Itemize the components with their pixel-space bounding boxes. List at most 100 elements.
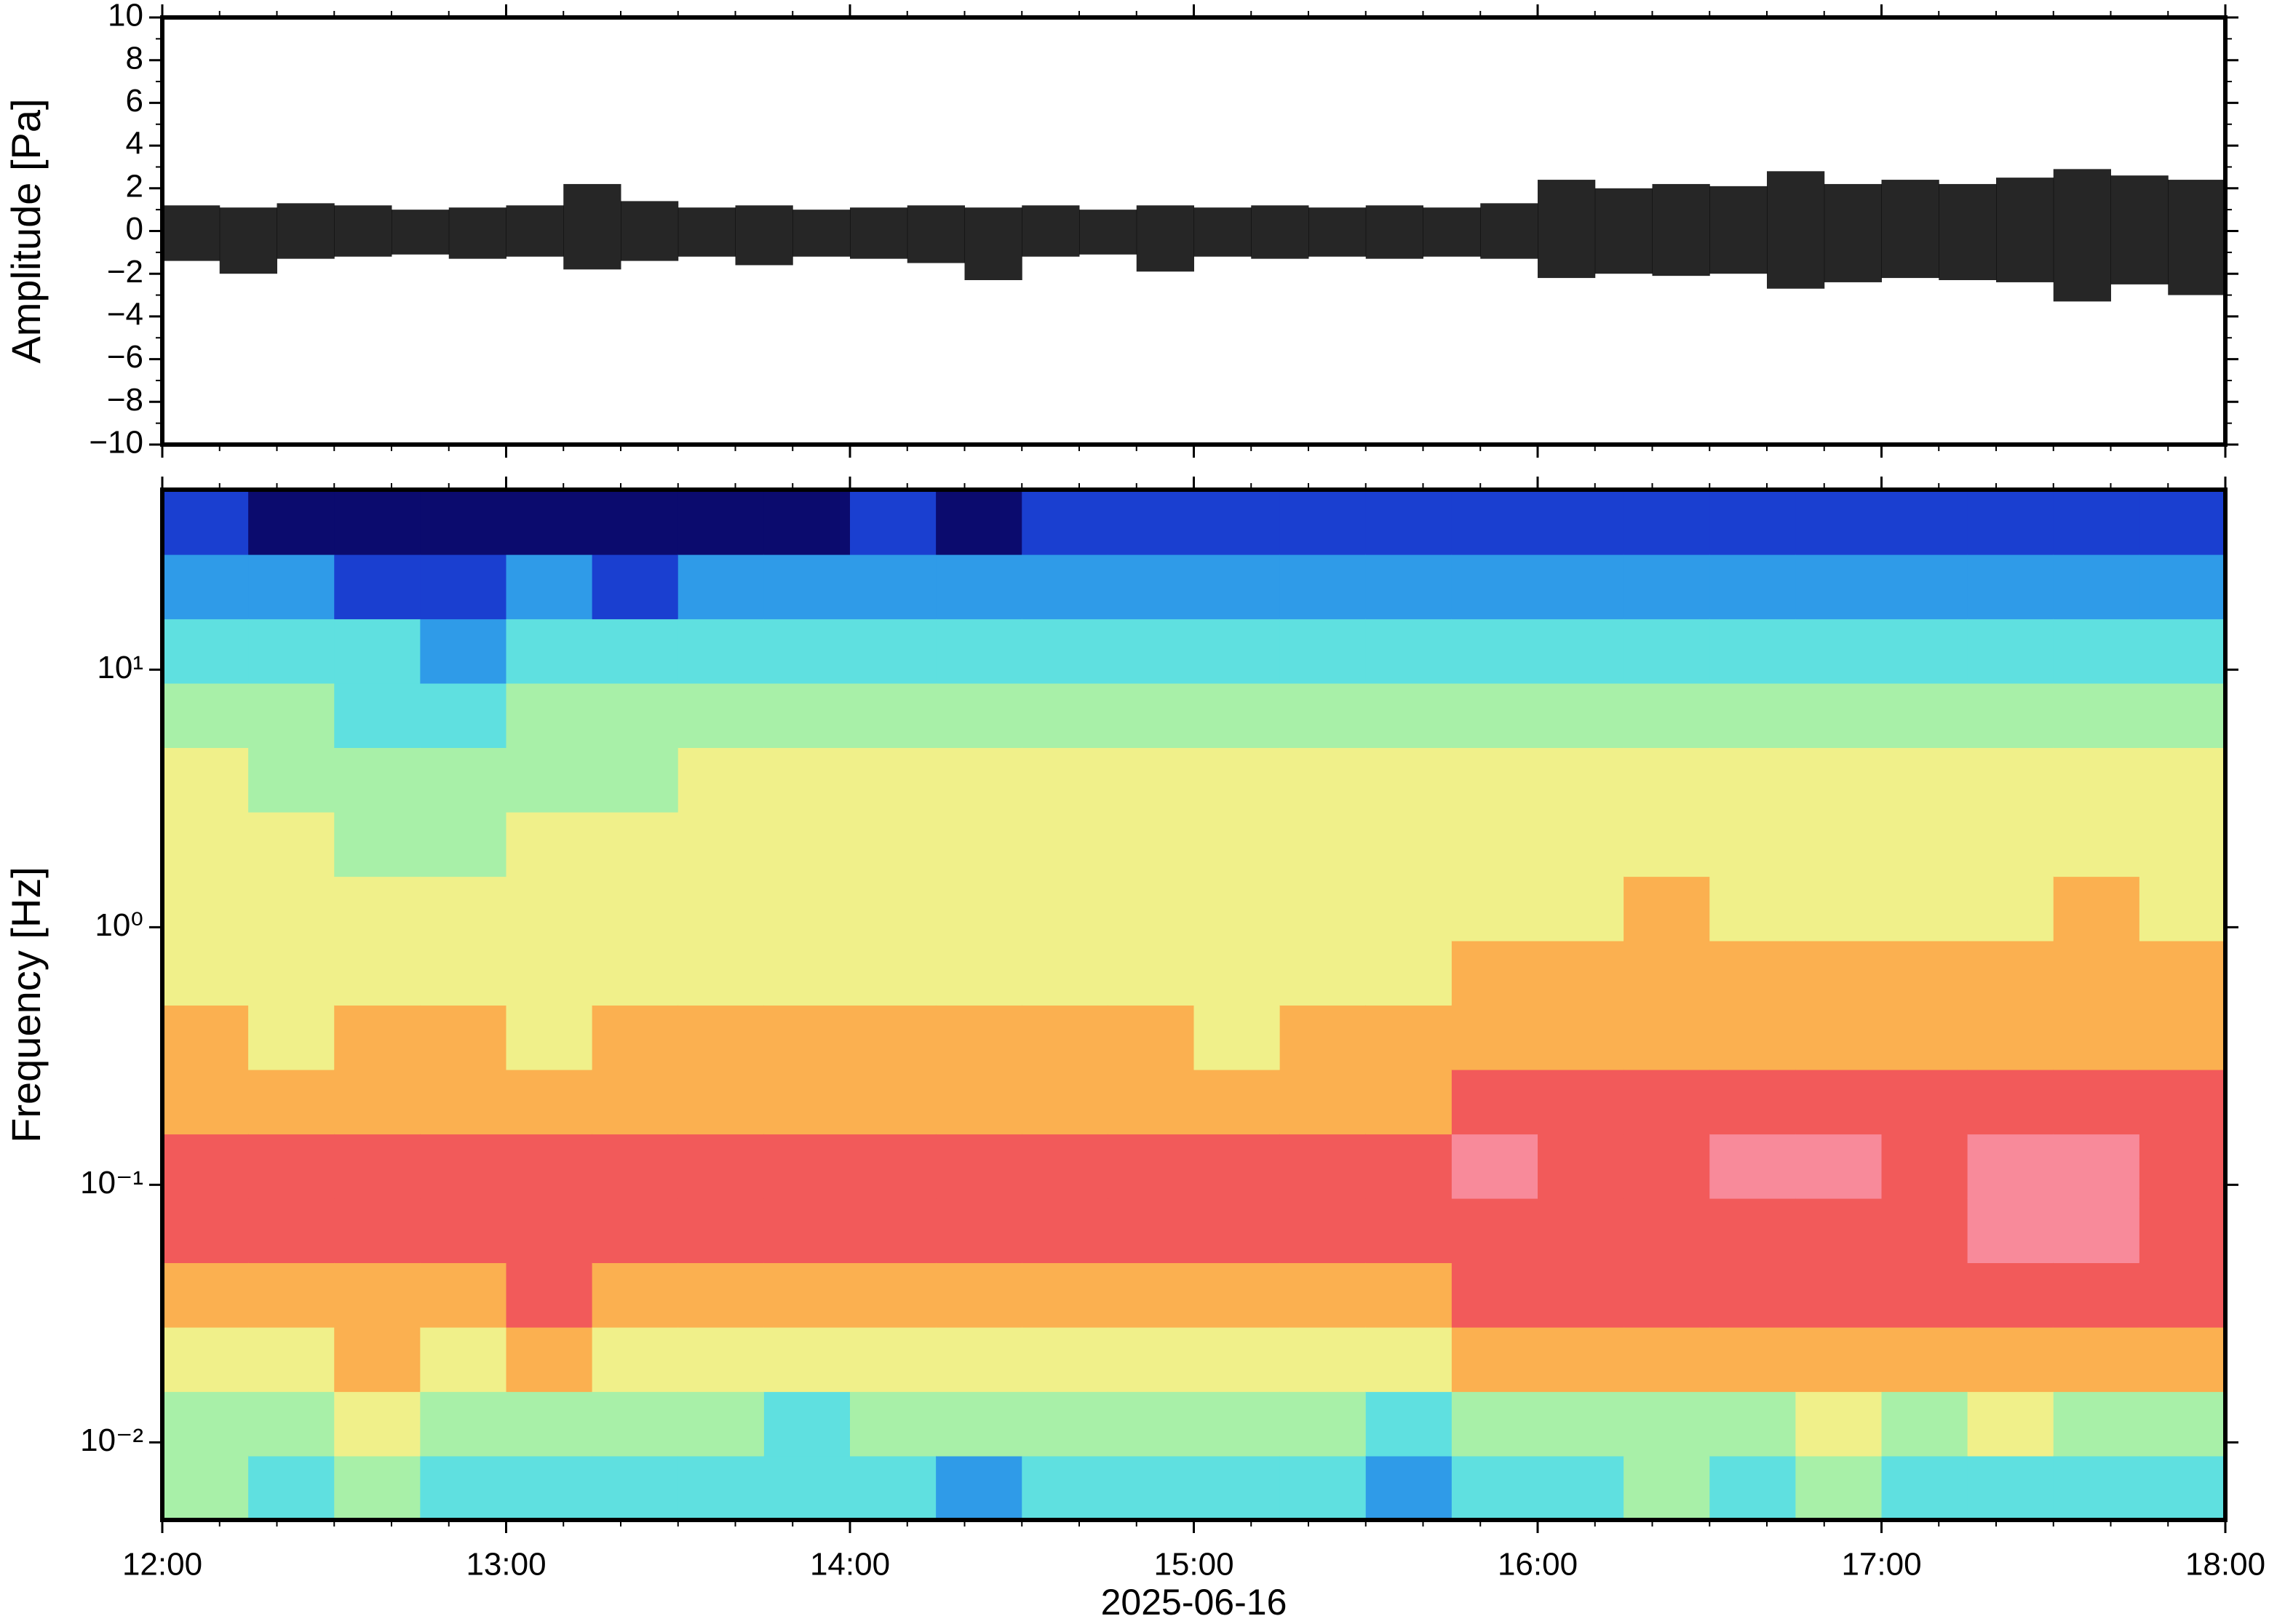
spectrogram-cell xyxy=(936,747,1023,813)
spectrogram-cell xyxy=(850,1455,937,1521)
spectrogram-cell xyxy=(1881,554,1968,620)
spectrogram-cell xyxy=(1538,1455,1625,1521)
spectrogram-cell xyxy=(850,811,937,877)
spectrogram-cell xyxy=(162,1198,250,1263)
spectrogram-cell xyxy=(2139,1326,2226,1393)
spectrogram-cell xyxy=(677,876,765,942)
spectrogram-cell xyxy=(162,682,250,748)
amplitude-envelope xyxy=(1767,171,1825,289)
spectrogram-cell xyxy=(850,1134,937,1199)
spectrogram-cell xyxy=(2053,1134,2140,1199)
spectrogram-cell xyxy=(592,876,679,942)
spectrogram-cell xyxy=(1279,490,1367,555)
spectrogram-cell xyxy=(506,811,593,877)
spectrogram-cell xyxy=(162,940,250,1006)
spectrogram-cell xyxy=(248,1069,335,1135)
spectrogram-cell xyxy=(1881,682,1968,748)
spectrogram-cell xyxy=(248,876,335,942)
spectrogram-cell xyxy=(420,811,507,877)
spectrogram-cell xyxy=(2139,747,2226,813)
spectrogram-cell xyxy=(1022,1069,1109,1135)
spectrogram-cell xyxy=(1451,554,1538,620)
spectrogram-cell xyxy=(677,747,765,813)
spectrogram-cell xyxy=(1022,1198,1109,1263)
spectrogram-cell xyxy=(1967,1326,2054,1393)
spectrogram-cell xyxy=(592,490,679,555)
spectrogram-cell xyxy=(763,1134,851,1199)
spectrogram-cell xyxy=(1451,682,1538,748)
spectrogram-cell xyxy=(1967,1134,2054,1199)
spectrogram-cell xyxy=(248,747,335,813)
amplitude-envelope xyxy=(506,205,564,257)
spectrogram-cell xyxy=(1538,1262,1625,1328)
spectrogram-cell xyxy=(1795,876,1883,942)
spectrogram-cell xyxy=(420,1069,507,1135)
spectrogram-cell xyxy=(1022,747,1109,813)
spectrogram-cell xyxy=(1108,1326,1195,1393)
spectrogram-cell xyxy=(162,1069,250,1135)
spectrogram-cell xyxy=(763,682,851,748)
spectrogram-cell xyxy=(2053,618,2140,684)
y-tick-label: 10⁰ xyxy=(95,907,143,943)
spectrogram-cell xyxy=(592,811,679,877)
spectrogram-cell xyxy=(1451,1262,1538,1328)
spectrogram-cell xyxy=(1193,1069,1281,1135)
spectrogram-cell xyxy=(334,1134,421,1199)
spectrogram-cell xyxy=(1795,682,1883,748)
spectrogram-cell xyxy=(1624,1069,1711,1135)
spectrogram-cell xyxy=(334,811,421,877)
spectrogram-cell xyxy=(592,1005,679,1070)
spectrogram-cell xyxy=(334,1455,421,1521)
spectrogram-cell xyxy=(506,747,593,813)
spectrogram-cell xyxy=(936,1005,1023,1070)
spectrogram-cell xyxy=(936,940,1023,1006)
spectrogram-cell xyxy=(506,876,593,942)
spectrogram-cell xyxy=(850,554,937,620)
spectrogram-cell xyxy=(850,940,937,1006)
spectrogram-cell xyxy=(677,940,765,1006)
spectrogram-cell xyxy=(506,1391,593,1457)
spectrogram-cell xyxy=(1795,1069,1883,1135)
amplitude-envelope xyxy=(448,207,506,259)
amplitude-envelope xyxy=(1193,207,1252,257)
spectrogram-cell xyxy=(1967,1198,2054,1263)
spectrogram-cell xyxy=(506,940,593,1006)
spectrogram-cell xyxy=(1624,618,1711,684)
spectrogram-cell xyxy=(1365,1326,1453,1393)
spectrogram-cell xyxy=(1193,1262,1281,1328)
spectrogram-cell xyxy=(1279,747,1367,813)
spectrogram-cell xyxy=(592,1198,679,1263)
y-tick-label: −8 xyxy=(107,382,143,418)
spectrogram-cell xyxy=(1538,1134,1625,1199)
spectrogram-cell xyxy=(506,1198,593,1263)
spectrogram-cell xyxy=(2139,1134,2226,1199)
spectrogram-cell xyxy=(1624,1005,1711,1070)
spectrogram-cell xyxy=(420,1005,507,1070)
spectrogram-cell xyxy=(1108,682,1195,748)
spectrogram-cell xyxy=(1108,940,1195,1006)
spectrogram-cell xyxy=(248,1005,335,1070)
spectrogram-cell xyxy=(2053,1455,2140,1521)
spectrogram-cell xyxy=(763,490,851,555)
spectrogram-cell xyxy=(1365,618,1453,684)
spectrogram-cell xyxy=(1881,876,1968,942)
spectrogram-cell xyxy=(1967,1069,2054,1135)
spectrogram-cell xyxy=(936,490,1023,555)
spectrogram-cell xyxy=(936,876,1023,942)
spectrogram-cell xyxy=(1365,682,1453,748)
spectrogram-cell xyxy=(677,1455,765,1521)
spectrogram-cell xyxy=(592,747,679,813)
spectrogram-cell xyxy=(1967,1262,2054,1328)
spectrogram-cell xyxy=(334,490,421,555)
spectrogram-cell xyxy=(1624,1262,1711,1328)
spectrogram-cell xyxy=(1022,1326,1109,1393)
spectrogram-cell xyxy=(506,618,593,684)
spectrogram-cell xyxy=(1967,1455,2054,1521)
spectrogram-cell xyxy=(1538,554,1625,620)
spectrogram-cell xyxy=(763,1198,851,1263)
y-tick-label: 10¹ xyxy=(97,650,143,685)
amplitude-envelope xyxy=(1939,183,1997,281)
amplitude-envelope xyxy=(1881,180,1939,279)
spectrogram-cell xyxy=(1967,1391,2054,1457)
